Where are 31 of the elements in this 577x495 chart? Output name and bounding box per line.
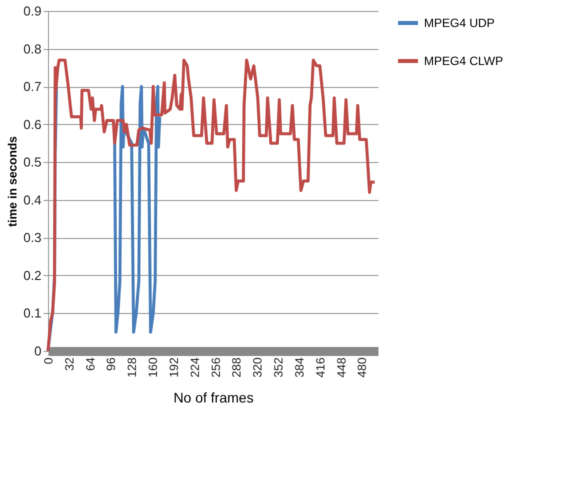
x-tick-label: 352 — [272, 357, 286, 378]
y-tick-label: 0.4 — [23, 192, 42, 208]
y-tick-label: 0.5 — [23, 154, 42, 170]
y-tick-label: 0.6 — [23, 116, 42, 132]
y-tick-label: 0.3 — [23, 230, 42, 246]
x-tick-label: 32 — [62, 357, 76, 371]
x-tick-label: 256 — [208, 357, 223, 378]
x-tick-label: 64 — [83, 357, 98, 371]
x-tick-label: 416 — [313, 357, 328, 378]
x-tick-label: 288 — [230, 357, 244, 378]
y-tick-label: 0.9 — [23, 4, 42, 18]
x-tick-label: 224 — [188, 357, 202, 378]
y-tick-label: 0.2 — [23, 268, 42, 283]
y-tick-label: 0.1 — [23, 306, 42, 321]
x-axis-title: No of frames — [173, 390, 254, 406]
x-tick-label: 320 — [250, 357, 265, 378]
y-tick-label: 0 — [34, 344, 42, 358]
line-series — [46, 58, 376, 352]
x-tick-label: 192 — [166, 357, 181, 378]
x-tick-label: 160 — [146, 357, 160, 378]
x-tick-label: 128 — [125, 357, 140, 378]
y-axis-title: time in seconds — [5, 136, 20, 227]
x-tick-label: 448 — [334, 357, 348, 378]
y-tick-label: 0.8 — [23, 41, 42, 56]
y-tick-label: 0.7 — [23, 79, 42, 94]
legend-label: MPEG4 UDP — [424, 16, 495, 30]
x-tick-label: 0 — [42, 357, 56, 364]
x-tick-label: 96 — [104, 357, 118, 371]
legend-label: MPEG4 CLWP — [424, 54, 504, 68]
x-tick-label: 384 — [292, 357, 306, 378]
x-tick-label: 480 — [355, 357, 370, 378]
